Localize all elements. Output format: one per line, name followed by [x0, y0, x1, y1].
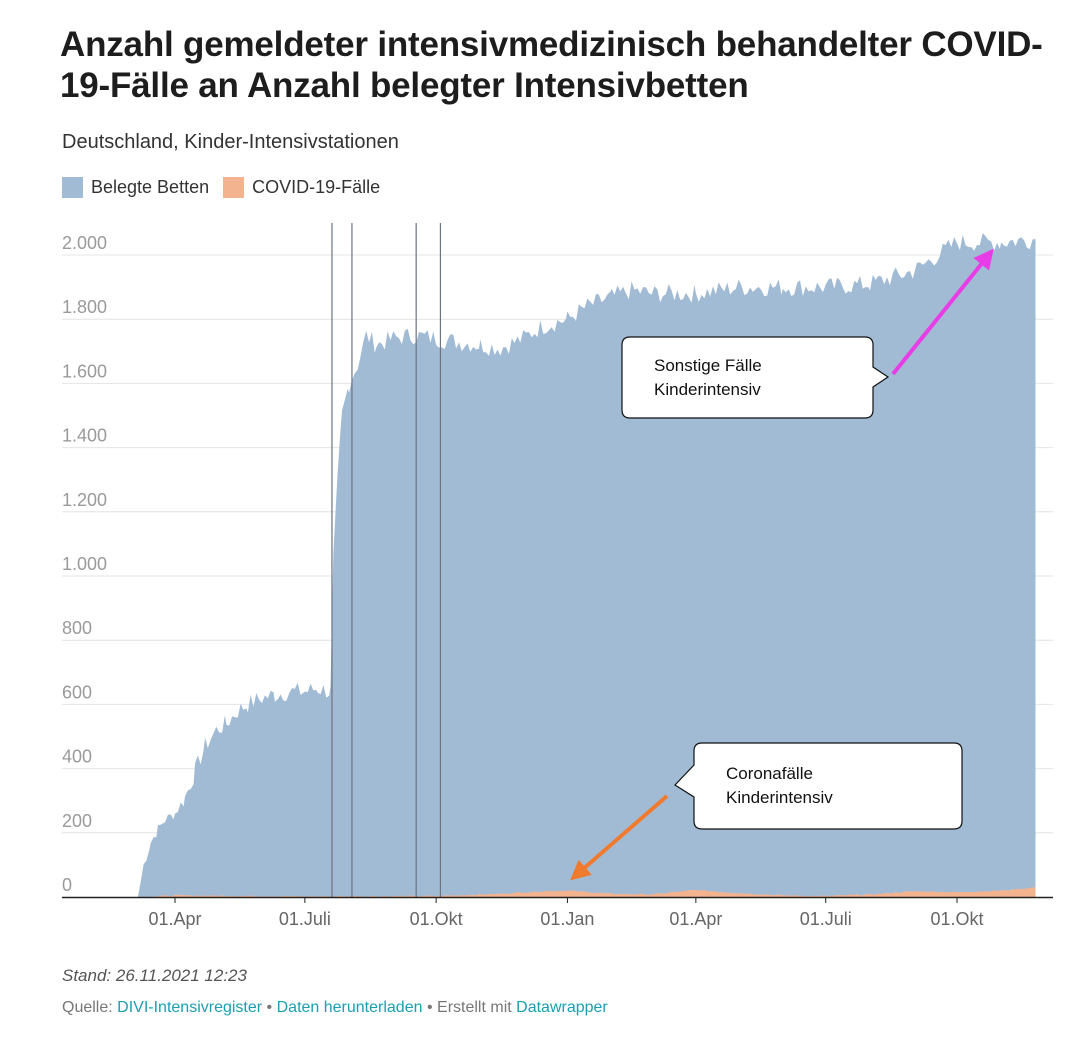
source-link[interactable]: DIVI-Intensivregister	[117, 999, 263, 1016]
separator: •	[426, 999, 433, 1016]
y-tick-label: 400	[62, 747, 92, 767]
source-prefix: Quelle:	[62, 999, 113, 1016]
x-tick-label: 01.Juli	[800, 909, 852, 929]
y-tick-label: 800	[62, 618, 92, 638]
legend-swatch-belegte-betten	[62, 177, 83, 198]
legend-swatch-covid-faelle	[223, 177, 245, 198]
annotation-arrow	[891, 248, 994, 376]
y-tick-label: 1.400	[62, 426, 107, 446]
chart-subtitle: Deutschland, Kinder-Intensivstationen	[62, 131, 399, 153]
y-tick-label: 1.200	[62, 490, 107, 510]
y-tick-label: 200	[62, 811, 92, 831]
x-axis: 01.Apr 01.Juli 01.Okt 01.Jan 01.Apr 01.Juli 01…	[62, 896, 1053, 929]
y-tick-label: 1.000	[62, 554, 107, 574]
y-tick-label: 0	[62, 875, 72, 895]
annotation-text: Kinderintensiv	[654, 380, 761, 399]
footer-source: Quelle: DIVI-Intensivregister • Daten he…	[62, 999, 608, 1017]
annotation-text: Sonstige Fälle	[654, 356, 762, 375]
x-tick-label: 01.Okt	[410, 909, 463, 929]
legend: Belegte Betten COVID-19-Fälle	[62, 177, 394, 198]
y-tick-label: 1.600	[62, 361, 107, 381]
x-tick-label: 01.Okt	[930, 909, 983, 929]
annotation-callout-box	[674, 742, 963, 830]
datawrapper-link[interactable]: Datawrapper	[516, 999, 608, 1016]
separator: •	[266, 999, 273, 1016]
x-tick-label: 01.Jan	[540, 909, 594, 929]
footer-timestamp: Stand: 26.11.2021 12:23	[62, 966, 247, 985]
x-tick-label: 01.Apr	[669, 909, 722, 929]
annotation-text: Kinderintensiv	[726, 788, 833, 807]
x-tick-label: 01.Juli	[279, 909, 331, 929]
download-data-link[interactable]: Daten herunterladen	[276, 999, 423, 1016]
chart-title: Anzahl gemeldeter intensivmedizinisch be…	[60, 25, 1043, 105]
reference-lines	[331, 223, 442, 897]
legend-item-belegte-betten: Belegte Betten	[62, 177, 209, 198]
y-tick-label: 600	[62, 682, 92, 702]
legend-label-belegte-betten: Belegte Betten	[91, 177, 210, 197]
y-axis: 0 200 400 600 800 1.000 1.200 1.400 1.600 1.800 2.…	[62, 233, 107, 895]
annotation-arrow	[570, 794, 669, 881]
legend-item-covid-faelle: COVID-19-Fälle	[223, 177, 380, 198]
annotations: Sonstige Fälle Kinderintensiv Coronafälle K…	[570, 248, 994, 881]
y-tick-label: 1.800	[62, 297, 107, 317]
series-area-covid-faelle	[137, 887, 1036, 897]
annotation-callout-box	[621, 336, 890, 419]
y-tick-label: 2.000	[62, 233, 107, 253]
annotation-text: Coronafälle	[726, 764, 813, 783]
area-chart: 0 200 400 600 800 1.000 1.200 1.400 1.600 1.800 2.…	[62, 223, 1053, 929]
legend-label-covid-faelle: COVID-19-Fälle	[252, 177, 381, 197]
created-with-prefix: Erstellt mit	[437, 999, 512, 1016]
x-tick-label: 01.Apr	[148, 909, 201, 929]
